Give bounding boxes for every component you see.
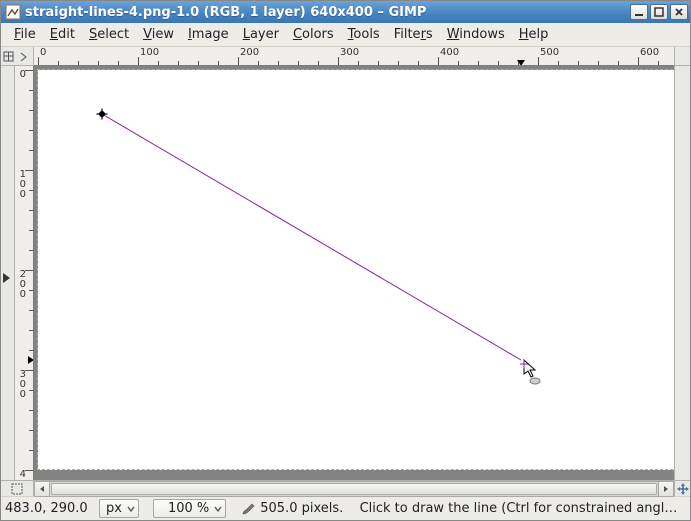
chevron-down-icon [213,504,223,514]
scroll-track[interactable] [50,481,658,497]
canvas[interactable] [38,70,674,470]
menu-image[interactable]: Image [181,25,236,44]
zoom-value: 100 % [168,501,209,516]
menu-edit[interactable]: Edit [43,25,82,44]
work-area: 0100200300400500600 0100200300400 [1,47,690,496]
stroke-start-crosshair-icon [97,109,108,120]
scroll-right-button[interactable] [658,481,674,497]
zoom-selector[interactable]: 100 % [153,499,226,518]
menu-windows[interactable]: Windows [440,25,512,44]
unit-value: px [106,501,122,516]
ruler-corner-top-left[interactable] [1,47,34,66]
collapse-arrow-icon [3,273,10,283]
canvas-viewport[interactable] [34,66,674,480]
unit-selector[interactable]: px [99,499,139,518]
statusbar: 483.0, 290.0 px 100 % 505.0 pixels. Clic… [1,496,690,520]
menu-colors[interactable]: Colors [286,25,341,44]
ruler-horizontal[interactable]: 0100200300400500600 [34,47,674,66]
ruler-vertical[interactable]: 0100200300400 [15,66,34,480]
menubar: FileEditSelectViewImageLayerColorsToolsF… [1,23,690,47]
paintbrush-icon [240,501,256,517]
corner-top-right [674,47,690,66]
scroll-left-button[interactable] [34,481,50,497]
menu-select[interactable]: Select [82,25,136,44]
quickmask-toggle[interactable] [1,480,34,496]
app-icon [5,4,21,20]
stroke-length: 505.0 pixels. [260,501,343,516]
scroll-thumb[interactable] [51,483,657,495]
menu-view[interactable]: View [136,25,181,44]
scrollbar-horizontal[interactable] [34,480,674,496]
menu-layer[interactable]: Layer [236,25,286,44]
navigation-button[interactable] [674,480,690,496]
menu-file[interactable]: File [7,25,43,44]
menu-tools[interactable]: Tools [341,25,387,44]
close-button[interactable] [670,4,688,20]
menu-help[interactable]: Help [512,25,556,44]
maximize-button[interactable] [650,4,668,20]
titlebar[interactable]: straight-lines-4.png-1.0 (RGB, 1 layer) … [1,1,690,23]
cursor-coordinates: 483.0, 290.0 [5,501,95,516]
minimize-button[interactable] [630,4,648,20]
quickmask-strip[interactable] [1,66,15,480]
chevron-down-icon [126,504,136,514]
menu-filters[interactable]: Filters [387,25,440,44]
app-window: straight-lines-4.png-1.0 (RGB, 1 layer) … [0,0,691,521]
scrollbar-vertical-gutter [674,66,690,480]
status-hint: Click to draw the line (Ctrl for constra… [360,501,686,516]
window-title: straight-lines-4.png-1.0 (RGB, 1 layer) … [25,5,628,20]
